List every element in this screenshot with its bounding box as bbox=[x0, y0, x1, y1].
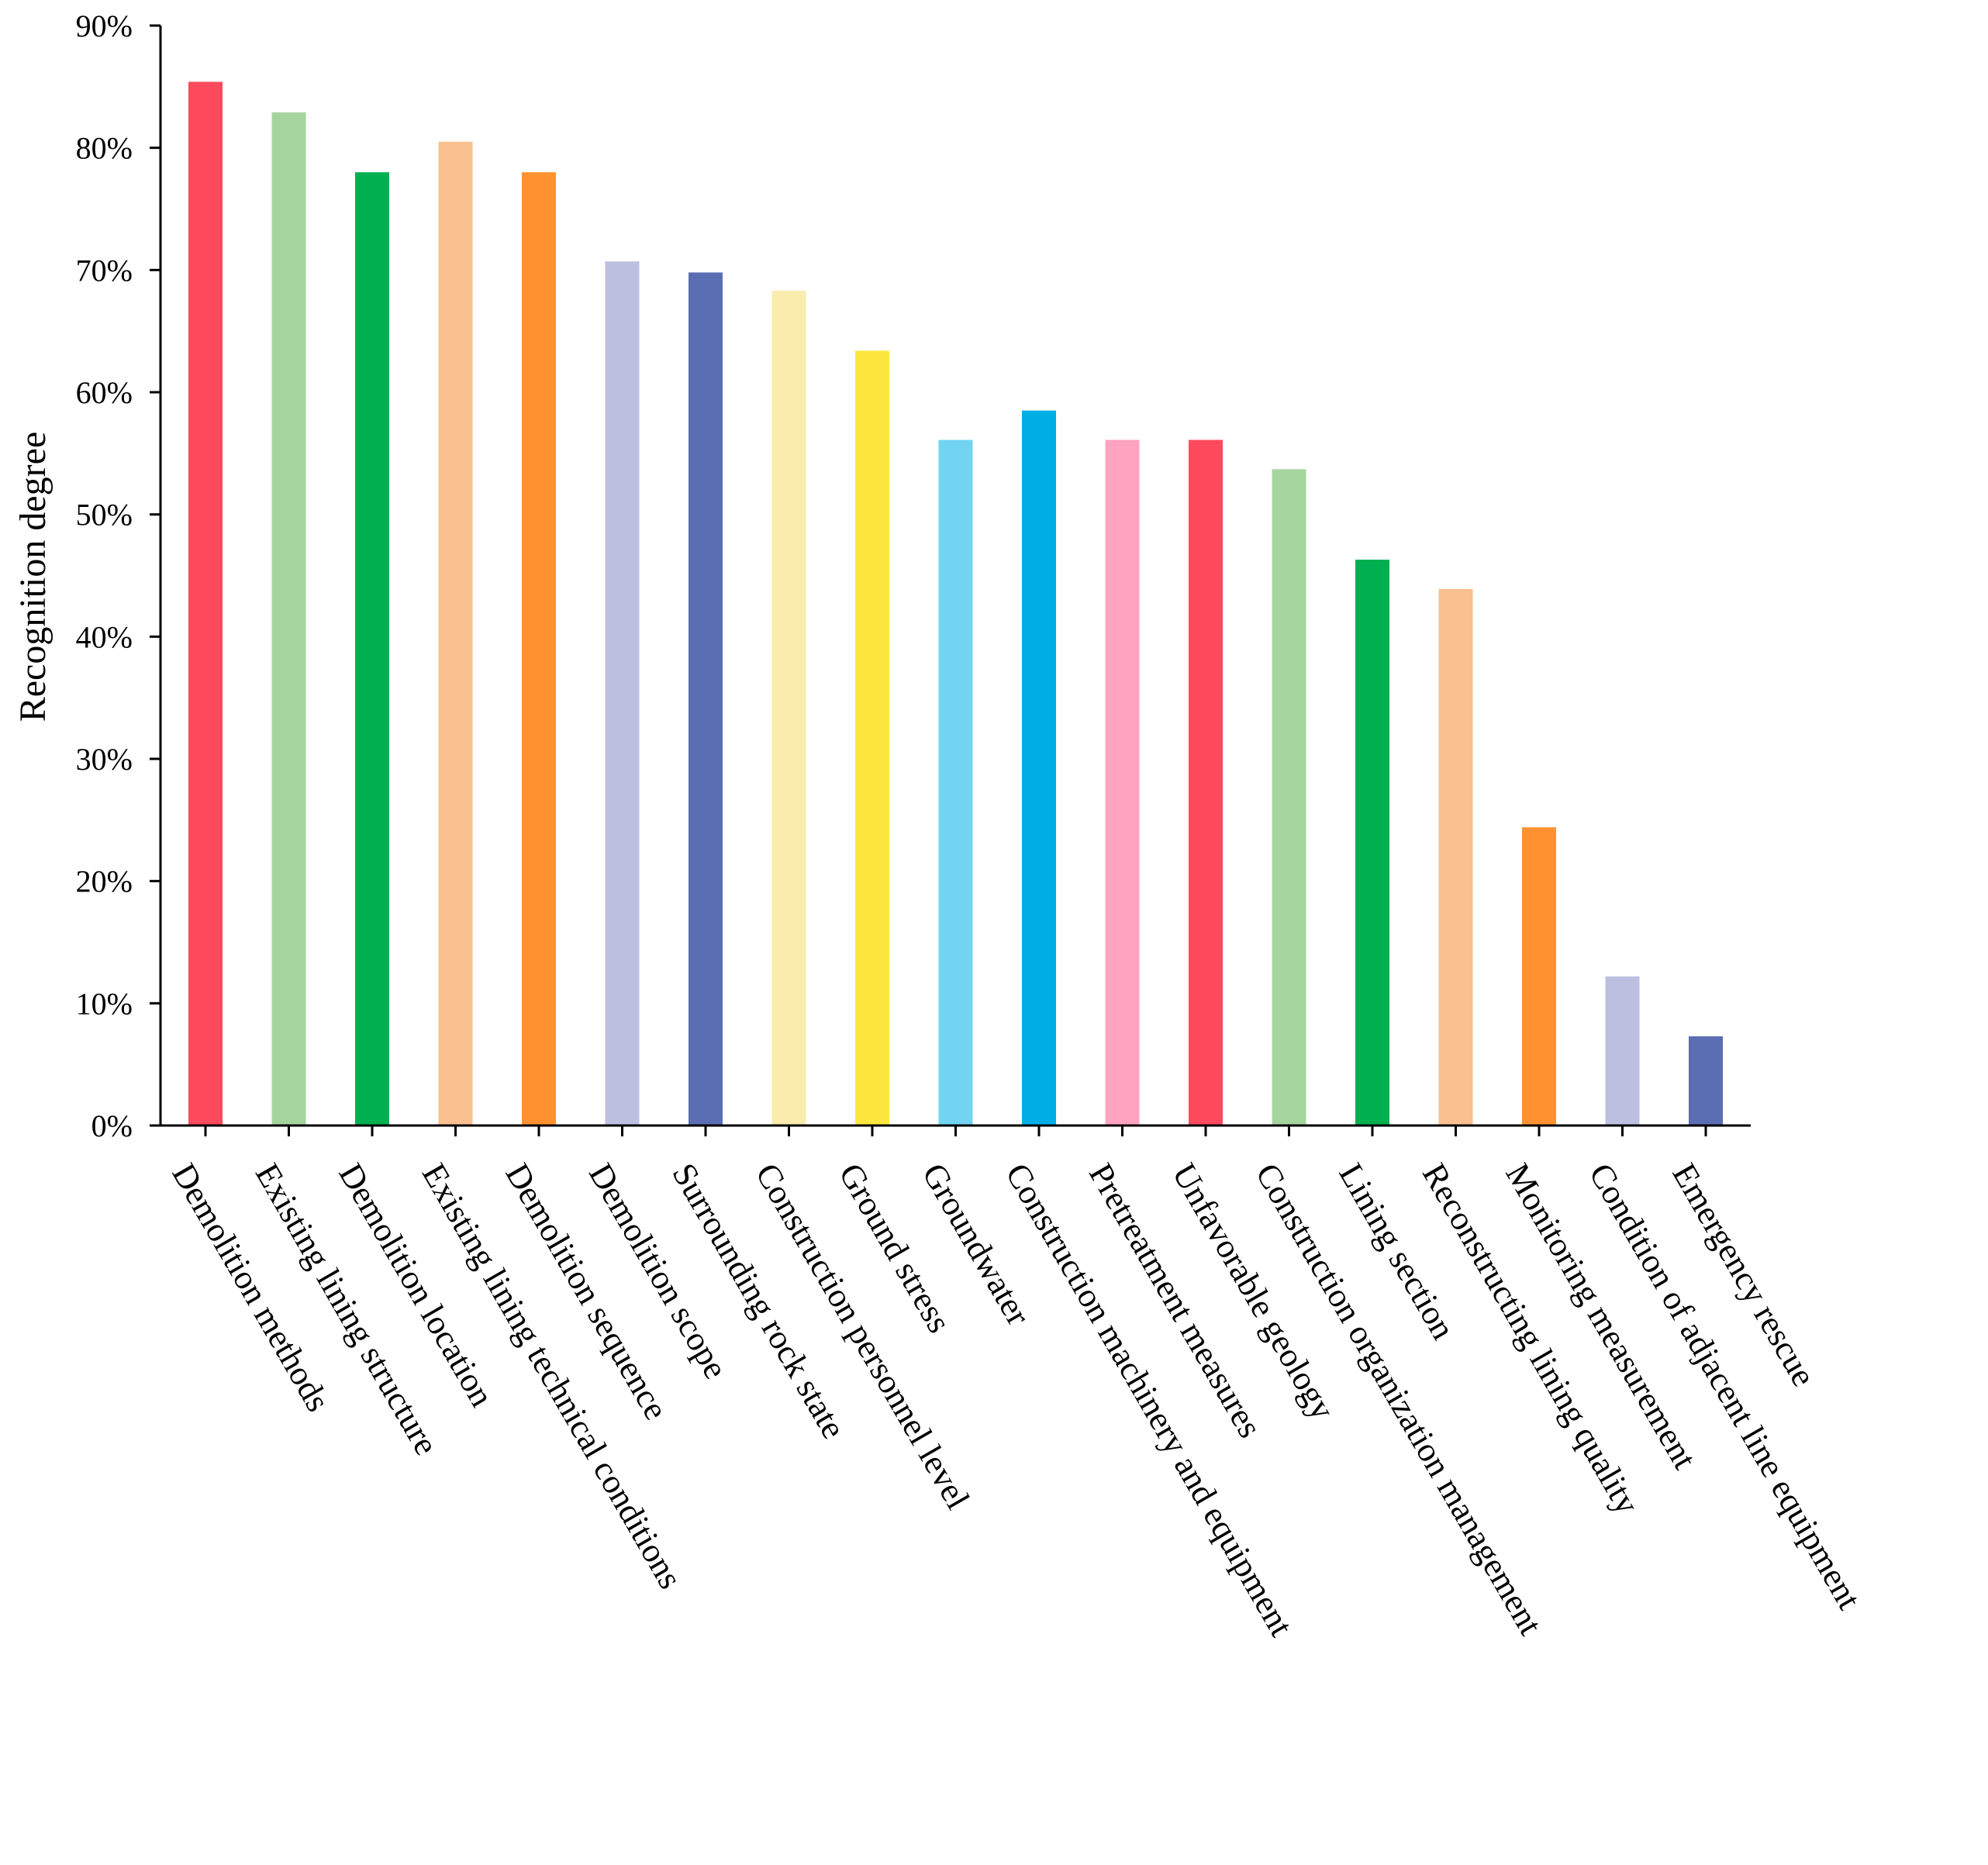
y-tick-label: 10% bbox=[76, 986, 133, 1021]
y-tick-label: 30% bbox=[76, 742, 133, 777]
bar-17 bbox=[1522, 827, 1556, 1126]
bar-12 bbox=[1105, 440, 1140, 1126]
y-tick-label: 40% bbox=[76, 619, 133, 654]
y-axis-title: Recognition degree bbox=[12, 432, 53, 722]
bar-14 bbox=[1272, 469, 1306, 1126]
bar-9 bbox=[855, 350, 889, 1126]
y-tick-label: 70% bbox=[76, 253, 133, 288]
bar-11 bbox=[1022, 410, 1056, 1126]
bar-5 bbox=[522, 172, 556, 1126]
bar-16 bbox=[1438, 588, 1473, 1126]
y-ticks: 0% 10% 20% 30% 40% 50% 60% 70% 80% 90% bbox=[76, 9, 160, 1143]
y-tick-label: 20% bbox=[76, 864, 133, 899]
bar-8 bbox=[771, 291, 806, 1126]
y-tick-label: 90% bbox=[76, 9, 133, 43]
bar-2 bbox=[271, 112, 306, 1126]
bar-6 bbox=[605, 261, 640, 1126]
bar-3 bbox=[355, 172, 389, 1126]
bar-19 bbox=[1689, 1036, 1723, 1126]
bar-15 bbox=[1355, 560, 1389, 1126]
bar-10 bbox=[938, 440, 973, 1126]
bar-4 bbox=[438, 141, 473, 1126]
x-tick-label-1: Demolition methods bbox=[164, 1157, 337, 1419]
bar-7 bbox=[689, 272, 723, 1126]
bar-18 bbox=[1605, 976, 1640, 1126]
y-tick-label: 80% bbox=[76, 131, 133, 166]
y-tick-label: 50% bbox=[76, 498, 133, 533]
bar-1 bbox=[188, 81, 223, 1126]
bars bbox=[188, 81, 1723, 1126]
x-tick-label-3: Demolition location bbox=[331, 1157, 501, 1413]
bar-13 bbox=[1189, 440, 1223, 1126]
y-tick-label: 60% bbox=[76, 375, 133, 410]
y-tick-label: 0% bbox=[91, 1108, 133, 1143]
